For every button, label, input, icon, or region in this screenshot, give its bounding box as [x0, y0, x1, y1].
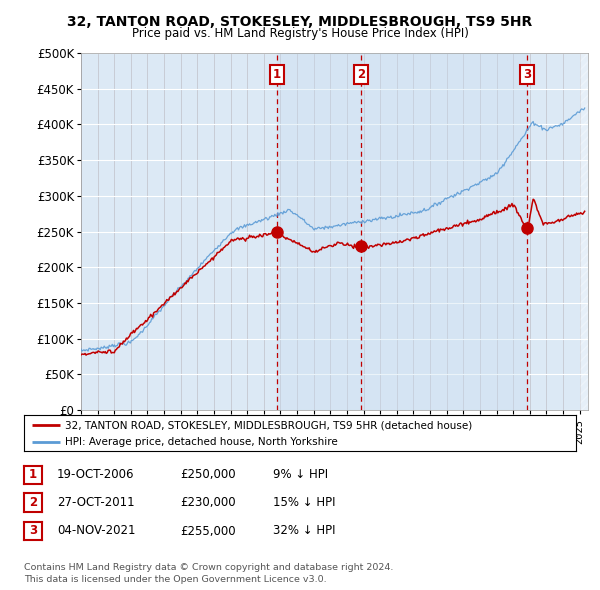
Text: 3: 3	[523, 68, 532, 81]
Bar	[580, 53, 588, 410]
Text: 32% ↓ HPI: 32% ↓ HPI	[273, 525, 335, 537]
Text: 15% ↓ HPI: 15% ↓ HPI	[273, 496, 335, 509]
Text: 19-OCT-2006: 19-OCT-2006	[57, 468, 134, 481]
Text: £230,000: £230,000	[180, 496, 236, 509]
Text: 3: 3	[29, 525, 37, 537]
Text: 04-NOV-2021: 04-NOV-2021	[57, 525, 136, 537]
Bar	[361, 53, 527, 410]
Text: 1: 1	[273, 68, 281, 81]
Bar	[277, 53, 361, 410]
Text: 27-OCT-2011: 27-OCT-2011	[57, 496, 134, 509]
Text: Contains HM Land Registry data © Crown copyright and database right 2024.
This d: Contains HM Land Registry data © Crown c…	[24, 563, 394, 584]
Text: 32, TANTON ROAD, STOKESLEY, MIDDLESBROUGH, TS9 5HR (detached house): 32, TANTON ROAD, STOKESLEY, MIDDLESBROUG…	[65, 420, 473, 430]
Text: £250,000: £250,000	[180, 468, 236, 481]
Text: Price paid vs. HM Land Registry's House Price Index (HPI): Price paid vs. HM Land Registry's House …	[131, 27, 469, 40]
Text: 32, TANTON ROAD, STOKESLEY, MIDDLESBROUGH, TS9 5HR: 32, TANTON ROAD, STOKESLEY, MIDDLESBROUG…	[67, 15, 533, 29]
Text: HPI: Average price, detached house, North Yorkshire: HPI: Average price, detached house, Nort…	[65, 437, 338, 447]
Text: £255,000: £255,000	[180, 525, 236, 537]
Text: 9% ↓ HPI: 9% ↓ HPI	[273, 468, 328, 481]
Text: 2: 2	[29, 496, 37, 509]
Text: 2: 2	[357, 68, 365, 81]
Text: 1: 1	[29, 468, 37, 481]
